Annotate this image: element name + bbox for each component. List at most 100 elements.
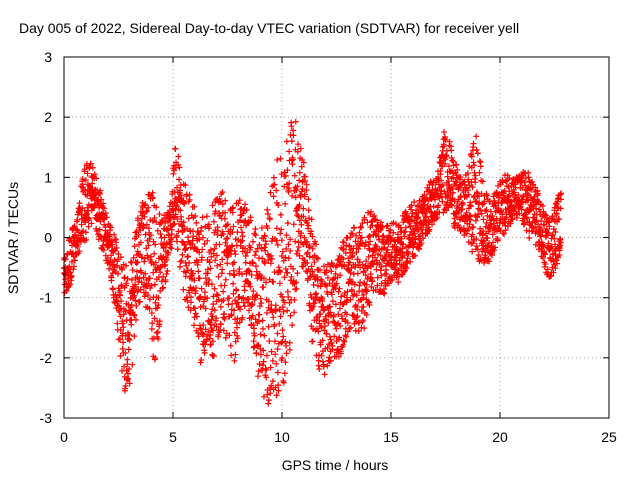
data-point [66,281,73,288]
data-point [166,203,173,210]
data-point [135,231,142,238]
data-point [176,176,183,183]
data-point [479,242,486,249]
data-point [411,199,418,206]
data-point [438,187,445,194]
data-point [212,208,219,215]
data-point [311,259,318,266]
data-point [196,249,203,256]
data-point [534,190,541,197]
data-point [287,312,294,319]
data-point [254,373,261,380]
data-point [235,200,242,207]
data-point [294,270,301,277]
data-point [328,291,335,298]
data-point [270,314,277,321]
data-point [503,214,510,221]
data-point [277,230,284,237]
data-point [312,238,319,245]
data-point [330,275,337,282]
data-point [148,282,155,289]
data-point [234,299,241,306]
data-point [348,286,355,293]
data-point [154,328,161,335]
data-point [525,174,532,181]
data-point [524,191,531,198]
data-point [327,309,334,316]
data-point [467,199,474,206]
data-point [479,178,486,185]
data-point [373,243,380,250]
data-point [306,215,313,222]
data-point [309,268,316,275]
data-point [253,350,260,357]
data-point [459,200,466,207]
data-point [137,239,144,246]
data-point [341,338,348,345]
data-point [360,291,367,298]
data-point [271,181,278,188]
data-point [252,263,259,270]
data-point [393,260,400,267]
data-point [117,327,124,334]
data-point [136,275,143,282]
data-point [315,352,322,359]
data-point [170,214,177,221]
data-point [239,229,246,236]
data-point [439,182,446,189]
data-point [290,132,297,139]
data-point [182,182,189,189]
data-point [516,210,523,217]
data-point [420,235,427,242]
data-point [251,252,258,259]
data-point [202,275,209,282]
data-point [272,307,279,314]
data-point [270,278,277,285]
data-point [550,269,557,276]
data-point [74,243,81,250]
data-point [230,204,237,211]
data-point [250,322,257,329]
data-point [539,229,546,236]
data-point [267,252,274,259]
data-point [300,213,307,220]
data-point [148,310,155,317]
data-point [357,264,364,271]
data-point [548,243,555,250]
data-point [262,241,269,248]
data-point [549,232,556,239]
data-point [360,317,367,324]
data-point [295,141,302,148]
data-point [344,319,351,326]
data-point [265,323,272,330]
data-point [522,175,529,182]
data-point [349,250,356,257]
data-point [122,387,129,394]
data-point [119,345,126,352]
data-points [61,118,565,407]
data-point [252,248,259,255]
data-point [221,215,228,222]
data-point [238,224,245,231]
data-point [211,307,218,314]
data-point [156,221,163,228]
data-point [338,293,345,300]
data-point [191,203,198,210]
data-point [267,260,274,267]
data-point [219,256,226,263]
data-point [132,316,139,323]
data-point [149,218,156,225]
data-point [144,292,151,299]
data-point [271,338,278,345]
data-point [369,258,376,265]
data-point [552,241,559,248]
data-point [80,228,87,235]
data-point [189,270,196,277]
data-point [273,392,280,399]
data-point [280,333,287,340]
data-point [146,275,153,282]
data-point [437,167,444,174]
data-point [301,257,308,264]
data-point [148,258,155,265]
data-point [270,174,277,181]
